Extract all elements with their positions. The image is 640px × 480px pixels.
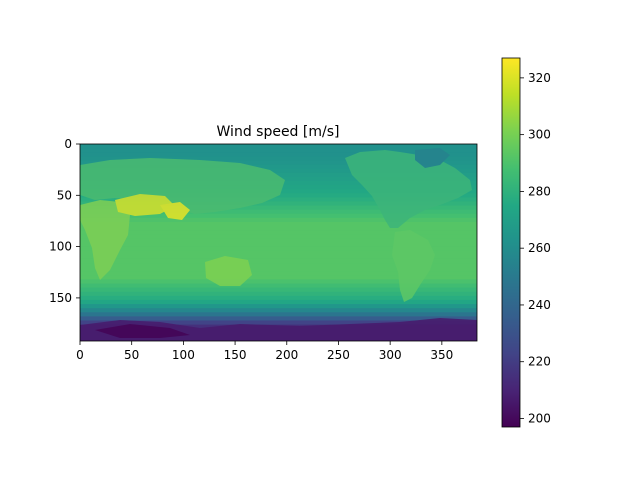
heatmap-band	[80, 295, 477, 301]
heatmap-band	[80, 160, 477, 166]
colorbar-tick-label: 240	[528, 298, 551, 312]
cold-core-antarctica	[95, 324, 190, 338]
heatmap-band	[80, 246, 477, 252]
heatmap-band	[80, 291, 477, 297]
heatmap-band	[80, 221, 477, 227]
heatmap-band	[80, 230, 477, 235]
hot-spot-arabia	[160, 202, 190, 220]
x-tick-label: 50	[124, 348, 139, 362]
heatmap-band	[80, 201, 477, 207]
heatmap-band	[80, 299, 477, 305]
x-tick-label: 350	[430, 348, 453, 362]
colorbar-tick-label: 300	[528, 128, 551, 142]
x-tick-label: 100	[172, 348, 195, 362]
x-tick-label: 200	[275, 348, 298, 362]
heatmap-band	[80, 238, 477, 244]
x-axis: 0 50 100 150 200 250 300 350	[76, 341, 453, 362]
land-australia	[205, 256, 252, 286]
land-south-america	[392, 230, 435, 302]
heatmap-band	[80, 275, 477, 281]
heatmap-band	[80, 258, 477, 264]
heatmap-band	[80, 312, 477, 317]
colorbar-tick-label: 200	[528, 411, 551, 425]
y-tick-label: 100	[49, 240, 72, 254]
heatmap-band	[80, 316, 477, 322]
heatmap-band	[80, 209, 477, 215]
land-north-america	[345, 150, 472, 228]
colorbar-tick-label: 220	[528, 355, 551, 369]
y-tick-label: 150	[49, 291, 72, 305]
heatmap-band	[80, 164, 477, 170]
colorbar-tick-label: 320	[528, 71, 551, 85]
heatmap-band	[80, 271, 477, 276]
colorbar-axis: 200 220 240 260 280 300 320	[520, 71, 551, 425]
heatmap-band	[80, 279, 477, 285]
hot-spot-sahara	[115, 194, 175, 216]
land-greenland	[415, 148, 450, 168]
heatmap-band	[80, 156, 477, 162]
heatmap-band	[80, 254, 477, 260]
y-tick-label: 0	[64, 137, 72, 151]
heatmap-band	[80, 148, 477, 153]
heatmap-band	[80, 197, 477, 203]
x-tick-label: 250	[327, 348, 350, 362]
heatmap-band	[80, 144, 477, 149]
colorbar	[501, 57, 521, 428]
heatmap-band	[80, 263, 477, 268]
heatmap-band	[80, 287, 477, 293]
heatmap-band	[80, 242, 477, 248]
colorbar-tick-label: 280	[528, 184, 551, 198]
heatmap-band	[80, 168, 477, 174]
y-axis: 0 50 100 150	[49, 137, 80, 305]
heatmap-band	[80, 213, 477, 219]
heatmap-band	[80, 283, 477, 289]
x-tick-label: 300	[379, 348, 402, 362]
plot-frame	[79, 143, 478, 342]
heatmap-band	[80, 267, 477, 272]
land-africa	[80, 200, 130, 280]
heatmap-image	[80, 144, 477, 341]
heatmap-band	[80, 152, 477, 157]
x-tick-label: 150	[224, 348, 247, 362]
colorbar-tick-label: 260	[528, 241, 551, 255]
heatmap-band	[80, 205, 477, 211]
heatmap-band	[80, 226, 477, 231]
heatmap-band	[80, 217, 477, 223]
heatmap-band	[80, 250, 477, 256]
heatmap-band	[80, 304, 477, 309]
chart-title: Wind speed [m/s]	[217, 124, 340, 140]
heatmap-band	[80, 320, 477, 326]
heatmap-band	[80, 172, 477, 178]
heatmap-band	[80, 234, 477, 239]
heatmap-band	[80, 308, 477, 313]
x-tick-label: 0	[76, 348, 84, 362]
land-eurasia	[80, 158, 285, 214]
y-tick-label: 50	[57, 188, 72, 202]
